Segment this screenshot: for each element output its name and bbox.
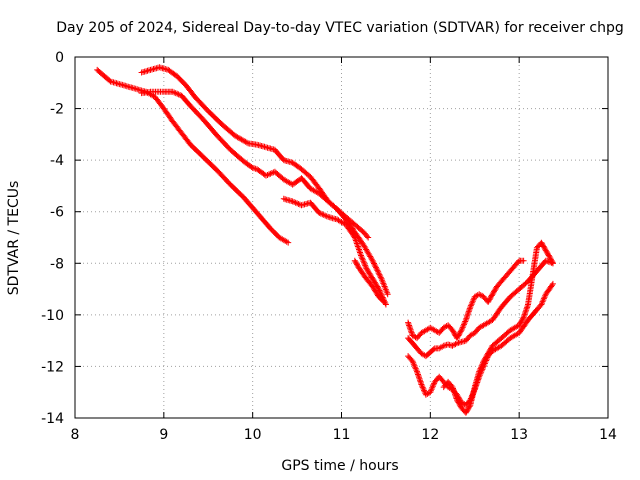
data-point — [469, 298, 476, 305]
series-track-2 — [138, 88, 372, 241]
data-point — [375, 270, 382, 277]
data-point — [549, 260, 556, 267]
data-point — [352, 259, 359, 265]
data-point — [419, 383, 426, 389]
data-point — [360, 258, 367, 265]
series-track-6 — [405, 257, 527, 342]
chart-title: Day 205 of 2024, Sidereal Day-to-day VTE… — [56, 20, 624, 36]
y-tick-label: 0 — [55, 50, 64, 66]
data-point — [377, 273, 384, 279]
data-point — [457, 328, 464, 335]
x-tick-label: 11 — [333, 427, 351, 443]
data-point — [430, 346, 437, 353]
data-point — [381, 298, 388, 305]
data-point — [372, 263, 379, 270]
plot-frame — [74, 56, 609, 419]
data-point — [373, 264, 379, 271]
data-point — [482, 354, 489, 361]
data-point — [540, 295, 547, 302]
data-point — [319, 211, 326, 218]
data-point — [376, 271, 383, 278]
data-point — [350, 233, 357, 240]
data-point — [548, 257, 555, 264]
x-axis-label: GPS time / hours — [281, 458, 398, 474]
data-point — [358, 254, 365, 260]
data-point — [547, 255, 554, 262]
data-point — [430, 381, 437, 388]
data-point — [295, 201, 302, 207]
y-tick-label: -4 — [50, 153, 64, 169]
data-point — [549, 259, 556, 265]
data-markers — [94, 64, 556, 416]
data-point — [549, 282, 555, 289]
data-point — [519, 315, 526, 322]
y-tick-label: -12 — [41, 359, 64, 375]
data-point — [285, 239, 292, 246]
data-point — [362, 264, 369, 270]
data-point — [365, 234, 372, 241]
data-point — [538, 301, 545, 308]
data-point — [409, 358, 416, 365]
data-point — [546, 253, 553, 260]
data-point — [377, 274, 384, 281]
data-point — [373, 266, 380, 272]
data-point — [467, 302, 474, 309]
data-point — [549, 280, 556, 287]
x-tick-label: 12 — [421, 427, 439, 443]
data-point — [375, 268, 382, 275]
data-point — [174, 90, 181, 97]
data-point — [380, 297, 387, 304]
y-tick-label: -10 — [41, 308, 64, 324]
y-tick-label: -2 — [50, 102, 64, 118]
data-point — [364, 233, 370, 240]
data-point — [480, 359, 486, 366]
data-point — [455, 332, 462, 339]
data-point — [370, 259, 377, 266]
data-point — [547, 256, 554, 263]
data-point — [243, 139, 250, 146]
x-tick-label: 14 — [599, 427, 617, 443]
data-point — [520, 257, 527, 264]
data-point — [539, 242, 546, 249]
data-point — [248, 164, 255, 170]
y-tick-label: -6 — [50, 205, 64, 221]
axes — [74, 56, 609, 419]
data-point — [371, 261, 378, 268]
grid — [75, 57, 608, 418]
y-axis-label: SDTVAR / TECUs — [6, 181, 22, 296]
data-point — [362, 262, 369, 269]
data-point — [359, 255, 366, 262]
series-track-9 — [440, 239, 556, 416]
data-point — [543, 248, 550, 255]
data-point — [412, 364, 419, 371]
series-track-8 — [405, 280, 556, 409]
data-point — [516, 322, 523, 329]
data-point — [477, 365, 484, 372]
data-point — [466, 403, 473, 410]
data-point — [455, 399, 462, 406]
x-tick-label: 9 — [159, 427, 168, 443]
data-point — [486, 296, 493, 303]
data-point — [461, 321, 467, 328]
data-point — [458, 327, 465, 334]
tick-labels: 8 9 10 11 12 13 14 0 -2 -4 -6 -8 -10 -12 -14 — [41, 50, 617, 443]
x-tick-label: 8 — [71, 427, 80, 443]
data-point — [428, 387, 434, 394]
x-tick-label: 10 — [244, 427, 262, 443]
series-track-5 — [351, 257, 388, 305]
series-track-3 — [138, 64, 391, 298]
data-point — [486, 348, 493, 354]
x-tick-label: 13 — [510, 427, 528, 443]
data-point — [371, 260, 377, 267]
data-point — [384, 291, 391, 298]
y-tick-label: -8 — [50, 256, 64, 272]
data-point — [369, 257, 376, 264]
y-tick-label: -14 — [41, 411, 64, 427]
data-point — [266, 171, 272, 178]
data-point — [374, 267, 381, 274]
data-point — [421, 387, 427, 394]
data-point — [361, 259, 367, 266]
